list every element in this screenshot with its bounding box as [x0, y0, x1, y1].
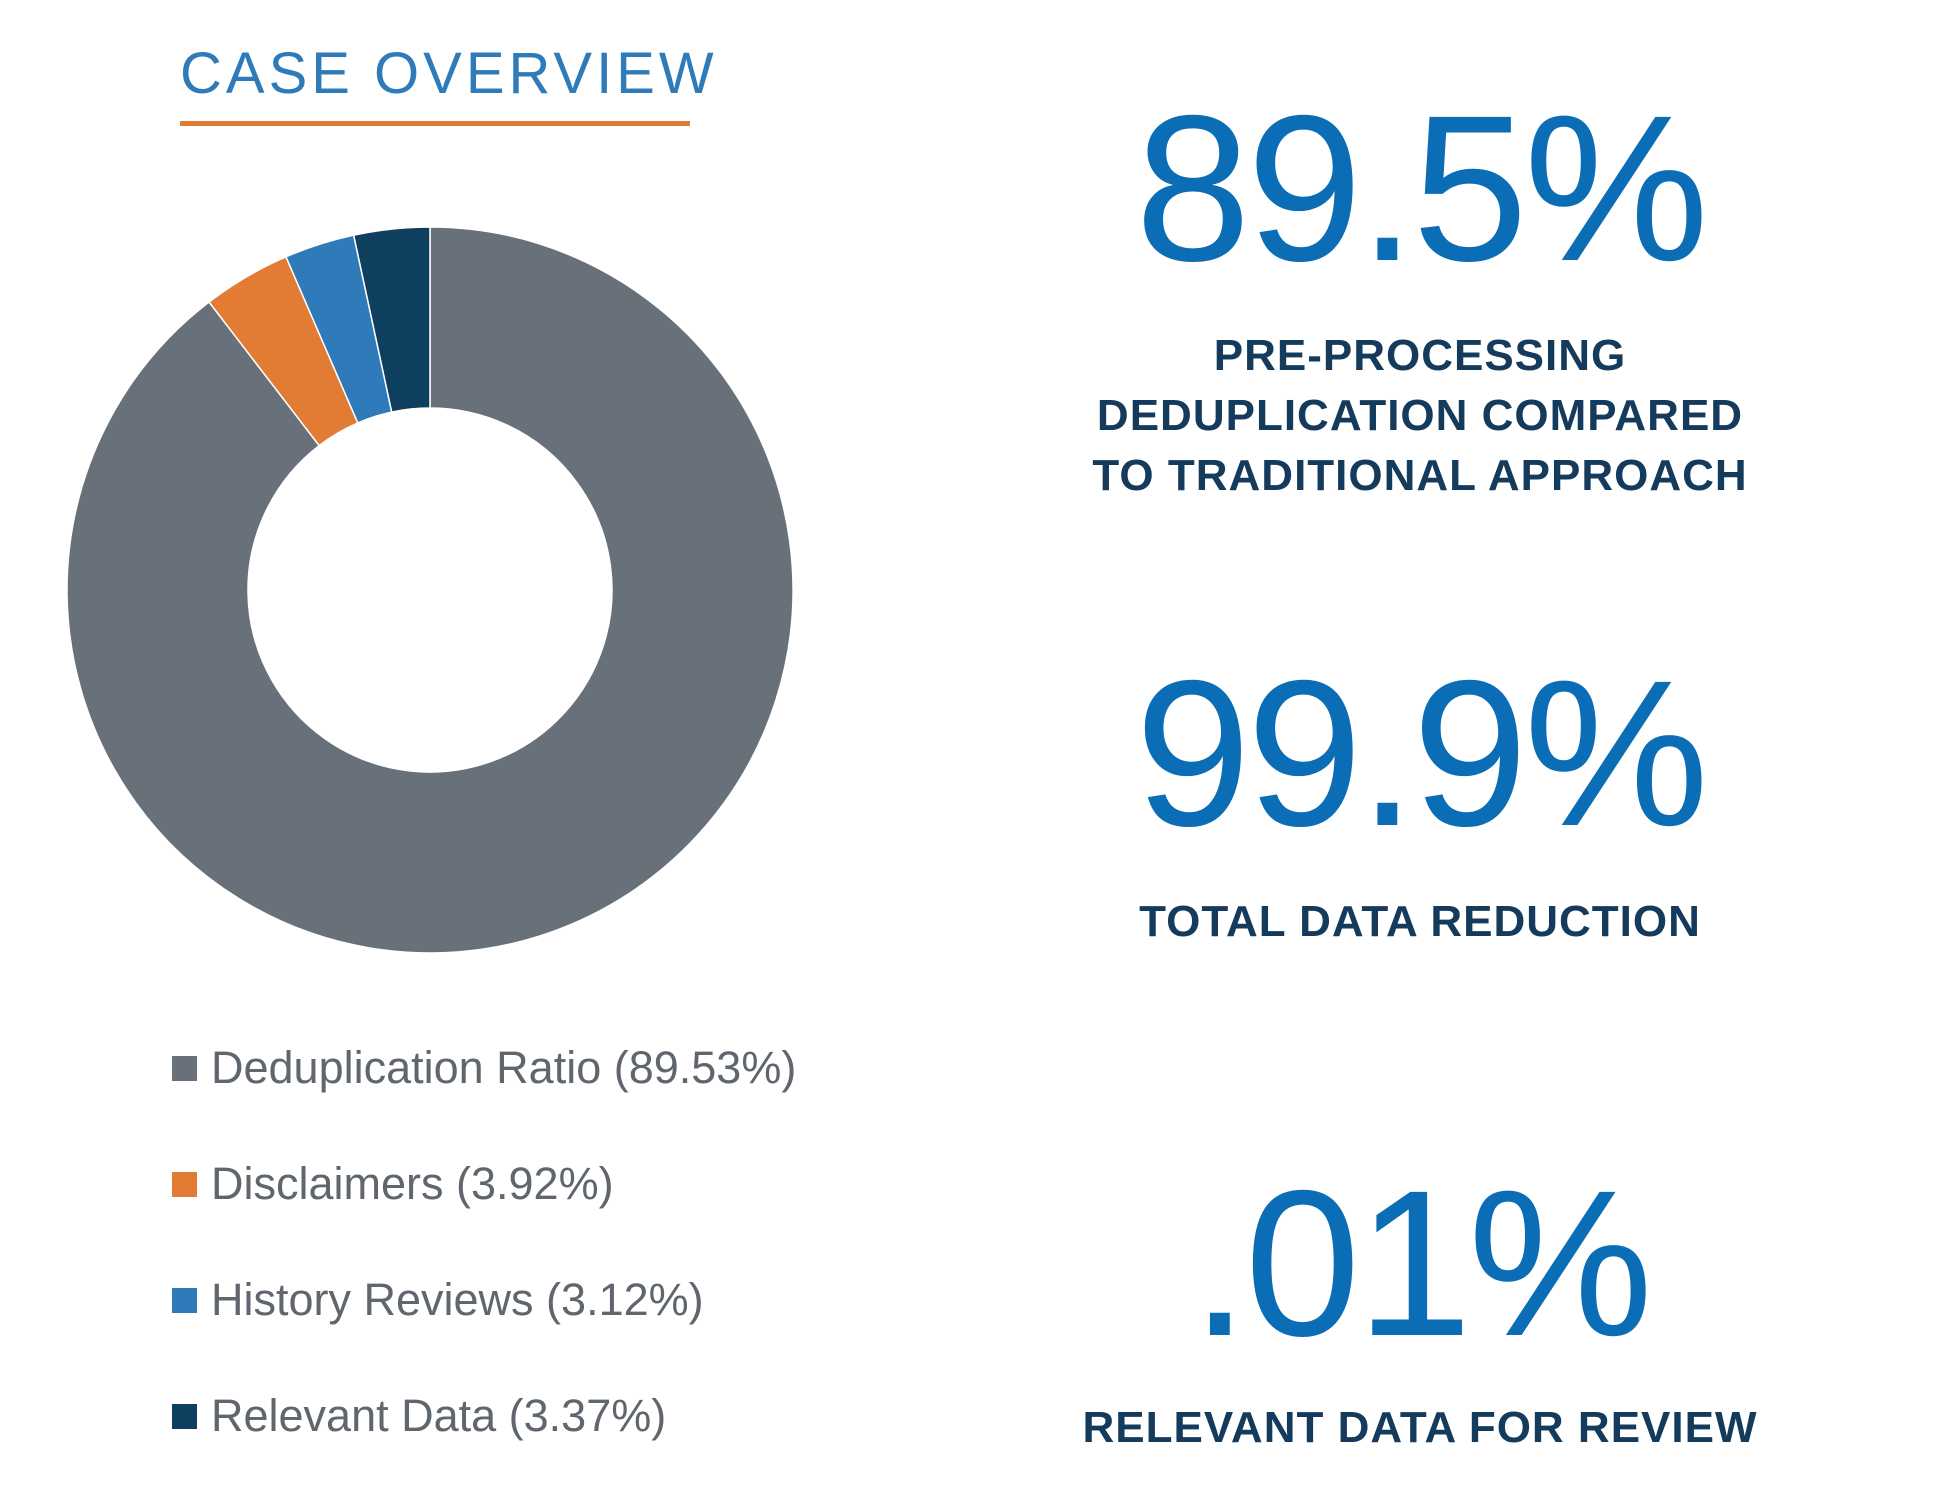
- donut-slice-deduplication-ratio: [66, 226, 794, 954]
- stat-value-total-reduction: 99.9%: [1135, 638, 1709, 870]
- legend-item-relevant-data: Relevant Data (3.37%): [172, 1388, 852, 1444]
- stat-caption-line: DEDUPLICATION COMPARED: [1096, 391, 1744, 440]
- donut-slice-relevant-data: [352, 226, 431, 413]
- legend-swatch-deduplication-ratio: [172, 1055, 197, 1081]
- title-underline: [180, 121, 690, 126]
- stat-caption-line: PRE-PROCESSING: [1213, 331, 1627, 380]
- stat-deduplication: 89.5% PRE-PROCESSING DEDUPLICATION COMPA…: [1040, 85, 1800, 506]
- stat-caption-line: TOTAL DATA REDUCTION: [1139, 897, 1701, 946]
- legend-label-disclaimers: Disclaimers (3.92%): [211, 1158, 614, 1209]
- chart-legend: Deduplication Ratio (89.53%) Disclaimers…: [172, 1040, 852, 1504]
- stat-caption-total-reduction: TOTAL DATA REDUCTION: [1040, 892, 1800, 952]
- stat-caption-deduplication: PRE-PROCESSING DEDUPLICATION COMPARED TO…: [1040, 326, 1800, 506]
- stat-value-deduplication: 89.5%: [1135, 73, 1709, 305]
- donut-chart: [66, 226, 794, 954]
- legend-label-deduplication-ratio: Deduplication Ratio (89.53%): [211, 1042, 797, 1093]
- stat-value-relevant-data: .01%: [1190, 1148, 1653, 1380]
- legend-item-disclaimers: Disclaimers (3.92%): [172, 1156, 852, 1212]
- stat-caption-relevant-data: RELEVANT DATA FOR REVIEW: [1040, 1398, 1800, 1458]
- legend-swatch-disclaimers: [172, 1171, 197, 1197]
- page-title: CASE OVERVIEW: [180, 41, 718, 106]
- legend-item-deduplication-ratio: Deduplication Ratio (89.53%): [172, 1040, 852, 1096]
- legend-item-history-reviews: History Reviews (3.12%): [172, 1272, 852, 1328]
- stat-caption-line: TO TRADITIONAL APPROACH: [1092, 451, 1748, 500]
- legend-swatch-history-reviews: [172, 1287, 197, 1313]
- stat-relevant-data: .01% RELEVANT DATA FOR REVIEW: [1040, 1160, 1800, 1458]
- stat-total-reduction: 99.9% TOTAL DATA REDUCTION: [1040, 650, 1800, 952]
- legend-label-history-reviews: History Reviews (3.12%): [211, 1274, 704, 1325]
- legend-swatch-relevant-data: [172, 1403, 197, 1429]
- stat-caption-line: RELEVANT DATA FOR REVIEW: [1082, 1403, 1758, 1452]
- legend-label-relevant-data: Relevant Data (3.37%): [211, 1390, 667, 1441]
